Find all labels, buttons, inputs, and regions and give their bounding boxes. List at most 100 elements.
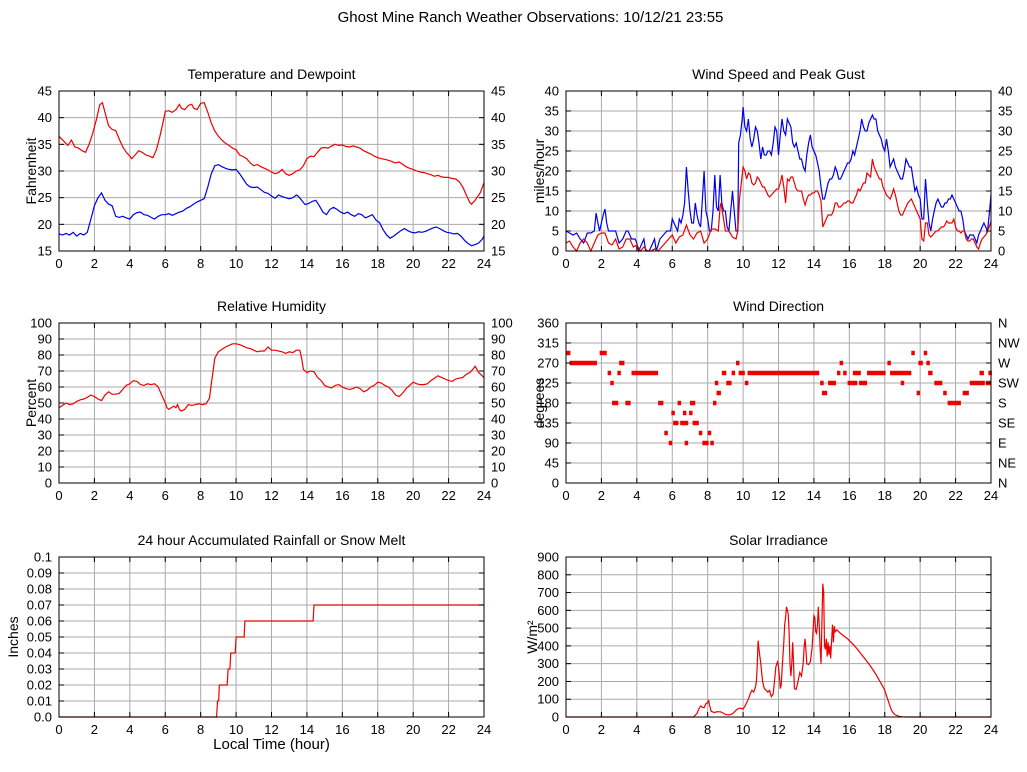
svg-text:315: 315 (537, 336, 559, 351)
svg-text:S: S (998, 396, 1007, 411)
svg-text:45: 45 (545, 456, 559, 471)
svg-text:20: 20 (913, 722, 927, 737)
svg-text:0.06: 0.06 (27, 614, 52, 629)
svg-text:16: 16 (335, 256, 349, 271)
svg-text:30: 30 (491, 428, 505, 443)
svg-text:0: 0 (562, 488, 569, 503)
svg-text:15: 15 (38, 244, 52, 259)
svg-text:500: 500 (537, 621, 559, 636)
svg-text:0: 0 (55, 722, 62, 737)
svg-text:4: 4 (126, 488, 133, 503)
svg-text:6: 6 (669, 488, 676, 503)
chart-title-rainfall: 24 hour Accumulated Rainfall or Snow Mel… (137, 532, 406, 548)
svg-text:100: 100 (537, 692, 559, 707)
svg-text:0: 0 (55, 488, 62, 503)
svg-text:22: 22 (441, 488, 455, 503)
svg-text:40: 40 (38, 110, 52, 125)
svg-text:35: 35 (545, 104, 559, 119)
svg-text:SE: SE (998, 416, 1016, 431)
svg-text:20: 20 (491, 217, 505, 232)
chart-title-temperature-dewpoint: Temperature and Dewpoint (187, 66, 356, 82)
svg-text:16: 16 (842, 722, 856, 737)
svg-text:2: 2 (598, 488, 605, 503)
svg-text:6: 6 (669, 722, 676, 737)
svg-text:6: 6 (669, 256, 676, 271)
svg-text:24: 24 (477, 722, 491, 737)
svg-text:NW: NW (998, 336, 1020, 351)
svg-text:4: 4 (633, 488, 640, 503)
svg-text:700: 700 (537, 585, 559, 600)
svg-text:12: 12 (771, 488, 785, 503)
solar-irradiance-chart: 0 2 4 6 8 10 12 14 16 18 20 22 240100200300400500600… (537, 550, 998, 738)
svg-text:900: 900 (537, 550, 559, 565)
svg-text:15: 15 (998, 184, 1012, 199)
svg-text:4: 4 (126, 256, 133, 271)
svg-text:600: 600 (537, 603, 559, 618)
svg-text:8: 8 (197, 488, 204, 503)
svg-text:6: 6 (162, 488, 169, 503)
svg-text:4: 4 (633, 722, 640, 737)
svg-text:8: 8 (704, 488, 711, 503)
svg-text:8: 8 (704, 256, 711, 271)
svg-text:NE: NE (998, 456, 1016, 471)
svg-text:N: N (998, 316, 1007, 331)
svg-text:24: 24 (477, 256, 491, 271)
svg-text:90: 90 (491, 332, 505, 347)
svg-text:20: 20 (38, 444, 52, 459)
svg-text:800: 800 (537, 567, 559, 582)
svg-text:30: 30 (545, 124, 559, 139)
y-axis-label-inches: Inches (5, 616, 21, 658)
svg-text:30: 30 (491, 164, 505, 179)
svg-text:18: 18 (878, 256, 892, 271)
svg-text:14: 14 (807, 488, 821, 503)
svg-text:20: 20 (406, 256, 420, 271)
svg-text:18: 18 (371, 256, 385, 271)
svg-text:2: 2 (91, 722, 98, 737)
svg-text:14: 14 (300, 488, 314, 503)
svg-text:25: 25 (491, 190, 505, 205)
svg-text:0: 0 (491, 476, 498, 491)
y-axis-label-fahrenheit: Fahrenheit (23, 137, 39, 205)
y-axis-label-percent: Percent (23, 378, 39, 428)
svg-text:10: 10 (491, 460, 505, 475)
svg-text:0.01: 0.01 (27, 694, 52, 709)
svg-text:30: 30 (998, 124, 1012, 139)
svg-text:16: 16 (842, 256, 856, 271)
svg-text:0: 0 (552, 476, 559, 491)
chart-title-wind-direction: Wind Direction (732, 298, 825, 314)
svg-text:2: 2 (598, 722, 605, 737)
svg-text:22: 22 (948, 722, 962, 737)
svg-text:25: 25 (545, 144, 559, 159)
svg-text:E: E (998, 436, 1007, 451)
svg-text:20: 20 (913, 488, 927, 503)
svg-text:18: 18 (878, 722, 892, 737)
y-axis-label-watts-per-square-meter: W/m² (524, 620, 540, 654)
svg-text:2: 2 (91, 256, 98, 271)
svg-text:0.03: 0.03 (27, 662, 52, 677)
svg-text:2: 2 (598, 256, 605, 271)
svg-text:4: 4 (126, 722, 133, 737)
svg-text:14: 14 (807, 722, 821, 737)
page-title: Ghost Mine Ranch Weather Observations: 1… (337, 9, 724, 26)
svg-text:18: 18 (371, 722, 385, 737)
svg-text:12: 12 (771, 256, 785, 271)
svg-text:20: 20 (406, 722, 420, 737)
svg-text:0: 0 (562, 256, 569, 271)
svg-text:22: 22 (948, 488, 962, 503)
svg-text:360: 360 (537, 316, 559, 331)
svg-text:24: 24 (984, 722, 998, 737)
svg-text:25: 25 (38, 190, 52, 205)
svg-text:12: 12 (264, 722, 278, 737)
svg-text:5: 5 (998, 224, 1005, 239)
svg-text:6: 6 (162, 256, 169, 271)
svg-text:4: 4 (633, 256, 640, 271)
svg-text:35: 35 (38, 137, 52, 152)
svg-text:60: 60 (38, 380, 52, 395)
svg-text:20: 20 (545, 164, 559, 179)
svg-text:40: 40 (998, 84, 1012, 99)
svg-text:0: 0 (562, 722, 569, 737)
svg-text:135: 135 (537, 416, 559, 431)
svg-text:5: 5 (552, 224, 559, 239)
